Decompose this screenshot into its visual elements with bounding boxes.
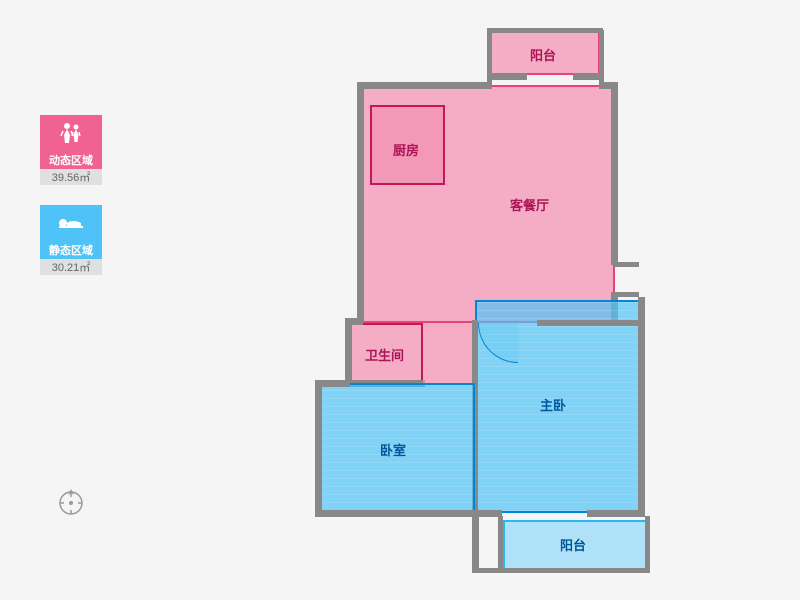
legend-static-label: 静态区域 xyxy=(40,241,102,259)
label-bathroom: 卫生间 xyxy=(365,345,404,364)
wall xyxy=(638,297,645,517)
wall xyxy=(587,510,645,517)
wall xyxy=(537,320,645,326)
room-living-ext xyxy=(423,323,475,383)
wall xyxy=(357,82,364,325)
legend-static-value: 30.21㎡ xyxy=(40,259,102,275)
floorplan: 阳台 厨房 客餐厅 卫生间 主卧 卧室 阳台 xyxy=(315,30,685,585)
wall xyxy=(498,516,503,572)
people-icon xyxy=(40,115,102,151)
wall xyxy=(345,318,352,386)
label-balcony-top: 阳台 xyxy=(530,45,556,64)
wall xyxy=(573,73,604,80)
label-master-bed: 主卧 xyxy=(540,395,566,414)
legend-dynamic-value: 39.56㎡ xyxy=(40,169,102,185)
wall xyxy=(645,516,650,572)
wall xyxy=(611,82,618,265)
wall xyxy=(472,510,479,572)
wall xyxy=(315,510,478,517)
sleep-icon xyxy=(40,205,102,241)
label-kitchen: 厨房 xyxy=(393,140,419,159)
wall xyxy=(487,28,603,33)
legend: 动态区域 39.56㎡ 静态区域 30.21㎡ xyxy=(40,115,102,295)
label-bedroom: 卧室 xyxy=(380,440,406,459)
legend-dynamic-label: 动态区域 xyxy=(40,151,102,169)
compass-icon xyxy=(55,485,87,522)
label-living: 客餐厅 xyxy=(510,195,549,214)
legend-dynamic: 动态区域 39.56㎡ xyxy=(40,115,102,185)
wall xyxy=(315,380,322,517)
wall xyxy=(472,568,650,573)
legend-static: 静态区域 30.21㎡ xyxy=(40,205,102,275)
wall xyxy=(357,82,492,89)
label-balcony-bottom: 阳台 xyxy=(560,535,586,554)
wall xyxy=(614,292,639,297)
wall xyxy=(614,262,639,267)
wall xyxy=(487,73,527,80)
